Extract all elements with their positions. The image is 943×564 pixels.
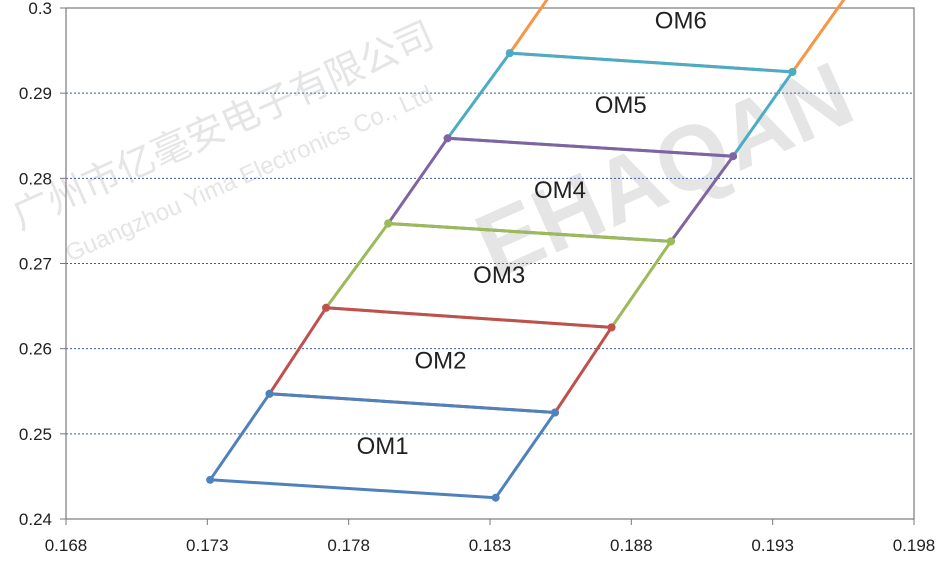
data-point-om3-2 (666, 237, 675, 246)
region-label-om3: OM3 (473, 262, 525, 289)
region-labels: OM1 OM2 OM3 OM4 OM5 OM6 (357, 7, 707, 460)
y-tick-label: 0.26 (19, 340, 52, 359)
data-point-om4-3 (443, 134, 452, 143)
series-om1 (206, 389, 560, 502)
region-label-om2: OM2 (415, 347, 467, 374)
y-tick-label: 0.24 (19, 510, 52, 529)
data-point-om5-2 (788, 67, 797, 76)
y-tick-label: 0.3 (28, 0, 52, 18)
axes: 0.168 0.173 0.178 0.183 0.188 0.193 0.198 0.24 0… (19, 0, 935, 555)
x-tick-label: 0.173 (186, 536, 229, 555)
watermark-text-brand: EHAQAN (462, 43, 868, 298)
x-tick-label: 0.193 (751, 536, 794, 555)
data-point-om2-3 (322, 303, 331, 312)
data-point-om3-3 (384, 219, 393, 228)
x-tick-label: 0.188 (610, 536, 653, 555)
data-point-om4-2 (729, 152, 738, 161)
region-label-om5: OM5 (595, 92, 647, 119)
x-tick-label: 0.178 (327, 536, 370, 555)
data-point-om1-3 (265, 389, 274, 398)
data-point-om2-2 (607, 323, 616, 332)
data-point-om1-0 (206, 475, 215, 484)
y-tick-label: 0.27 (19, 255, 52, 274)
y-tick-label: 0.25 (19, 425, 52, 444)
region-label-om1: OM1 (357, 433, 409, 460)
x-tick-label: 0.198 (893, 536, 936, 555)
series-layer (206, 0, 846, 502)
y-tick-label: 0.29 (19, 84, 52, 103)
region-label-om6: OM6 (655, 7, 707, 34)
x-tick-label: 0.168 (45, 536, 88, 555)
region-label-om4: OM4 (534, 177, 586, 204)
data-point-om1-2 (551, 408, 560, 417)
x-tick-label: 0.183 (469, 536, 512, 555)
y-tick-label: 0.28 (19, 169, 52, 188)
data-point-om1-1 (491, 493, 500, 502)
data-point-om5-3 (505, 49, 514, 58)
